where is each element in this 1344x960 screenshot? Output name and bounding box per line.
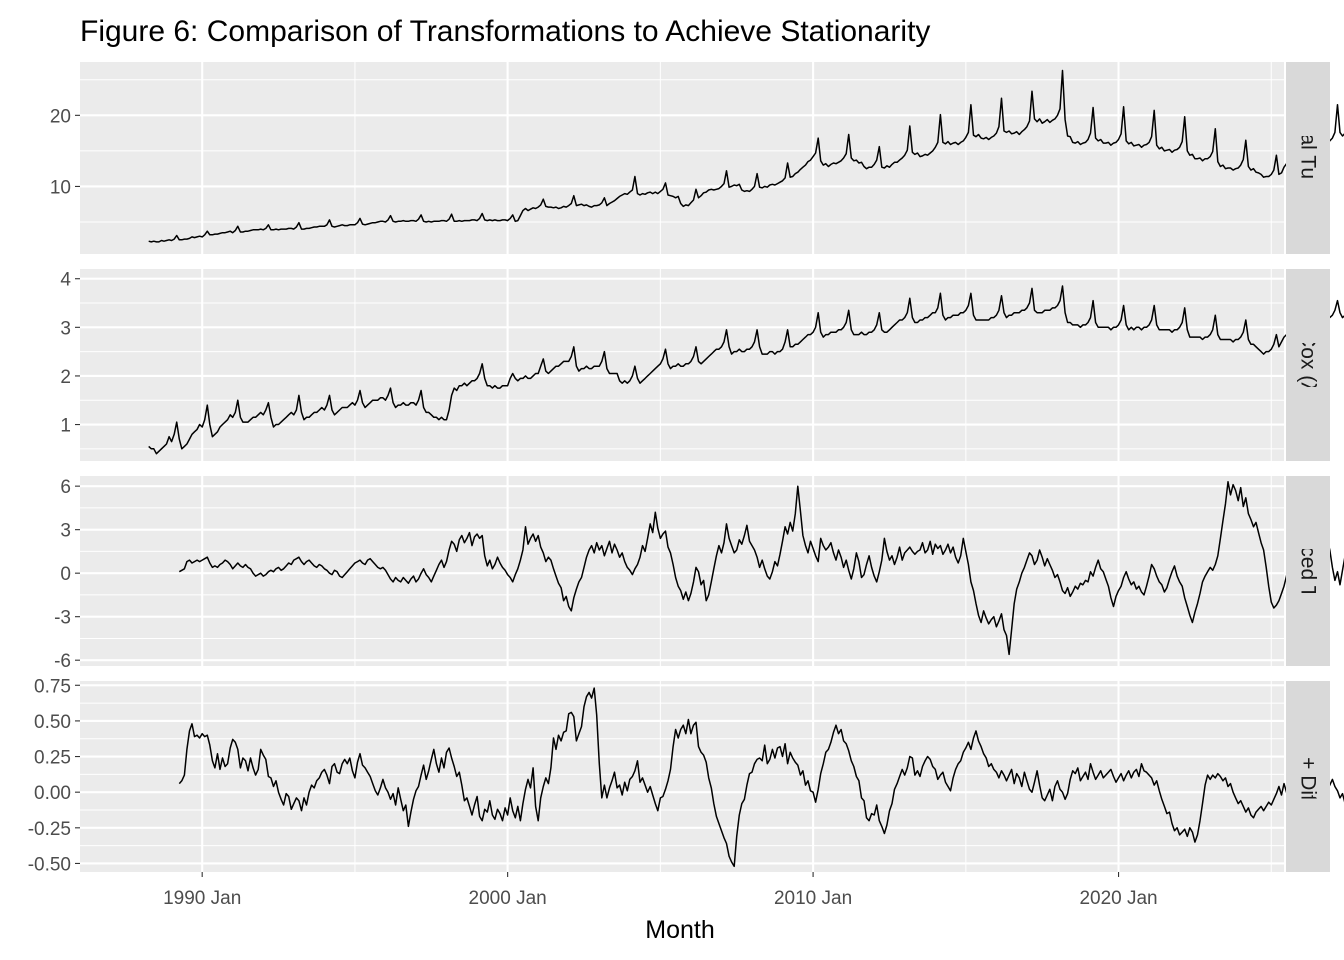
y-tick-label: 1 bbox=[60, 416, 71, 437]
panel-background bbox=[80, 62, 1284, 254]
x-tick-label: 2020 Jan bbox=[1079, 888, 1157, 909]
x-axis-label: Month bbox=[645, 916, 714, 944]
facet-strip-label: Differenced Turnover bbox=[1297, 473, 1320, 669]
y-tick-label: 4 bbox=[60, 270, 71, 291]
facet-panels: 10 20 Original Turnover 1 2 3 4 Box-Cox (λ=0.1)… bbox=[28, 62, 1344, 882]
facet-strip-label: Box-Cox + Differenced bbox=[1297, 671, 1320, 882]
facet-strip bbox=[1286, 62, 1330, 254]
x-tick-label: 2010 Jan bbox=[774, 888, 852, 909]
series-line bbox=[178, 481, 1344, 656]
facet-strip bbox=[1286, 476, 1330, 666]
facet-panel: 10 20 Original Turnover bbox=[50, 62, 1344, 254]
y-tick-label: 0.25 bbox=[34, 748, 71, 769]
y-tick-label: 2 bbox=[60, 367, 71, 388]
series-line bbox=[148, 285, 1344, 455]
panel-background bbox=[80, 269, 1284, 461]
y-tick-label: 6 bbox=[60, 477, 71, 498]
facet-strip-label: Original Turnover bbox=[1297, 77, 1320, 238]
y-tick-label: 10 bbox=[50, 177, 71, 198]
x-tick-label: 2000 Jan bbox=[469, 888, 547, 909]
y-tick-label: 3 bbox=[60, 521, 71, 542]
y-tick-label: -0.25 bbox=[28, 819, 71, 840]
facet-panel: -6 -3 0 3 6 Differenced Turnover bbox=[54, 473, 1344, 672]
x-tick-label: 1990 Jan bbox=[163, 888, 241, 909]
y-tick-label: 0.75 bbox=[34, 676, 71, 697]
y-tick-label: 0.50 bbox=[34, 712, 71, 733]
facet-panel: 1 2 3 4 Box-Cox (λ=0.1) bbox=[60, 269, 1344, 461]
chart-title: Figure 6: Comparison of Transformations … bbox=[80, 15, 930, 48]
x-axis: 1990 Jan 2000 Jan 2010 Jan 2020 Jan bbox=[163, 872, 1158, 909]
y-tick-label: 20 bbox=[50, 106, 71, 127]
series-line bbox=[148, 69, 1344, 243]
y-tick-label: 0 bbox=[60, 564, 71, 585]
y-tick-label: -6 bbox=[54, 651, 71, 672]
y-tick-label: 3 bbox=[60, 318, 71, 339]
y-tick-label: -0.50 bbox=[28, 854, 71, 875]
y-tick-label: -3 bbox=[54, 608, 71, 629]
facet-panel: -0.50 -0.25 0.00 0.25 0.50 0.75 Box-Cox + Diff… bbox=[28, 671, 1344, 882]
facet-strip-label: Box-Cox (λ=0.1) bbox=[1297, 289, 1320, 441]
facet-strip bbox=[1286, 681, 1330, 872]
facet-strip bbox=[1286, 269, 1330, 461]
y-tick-label: 0.00 bbox=[34, 783, 71, 804]
